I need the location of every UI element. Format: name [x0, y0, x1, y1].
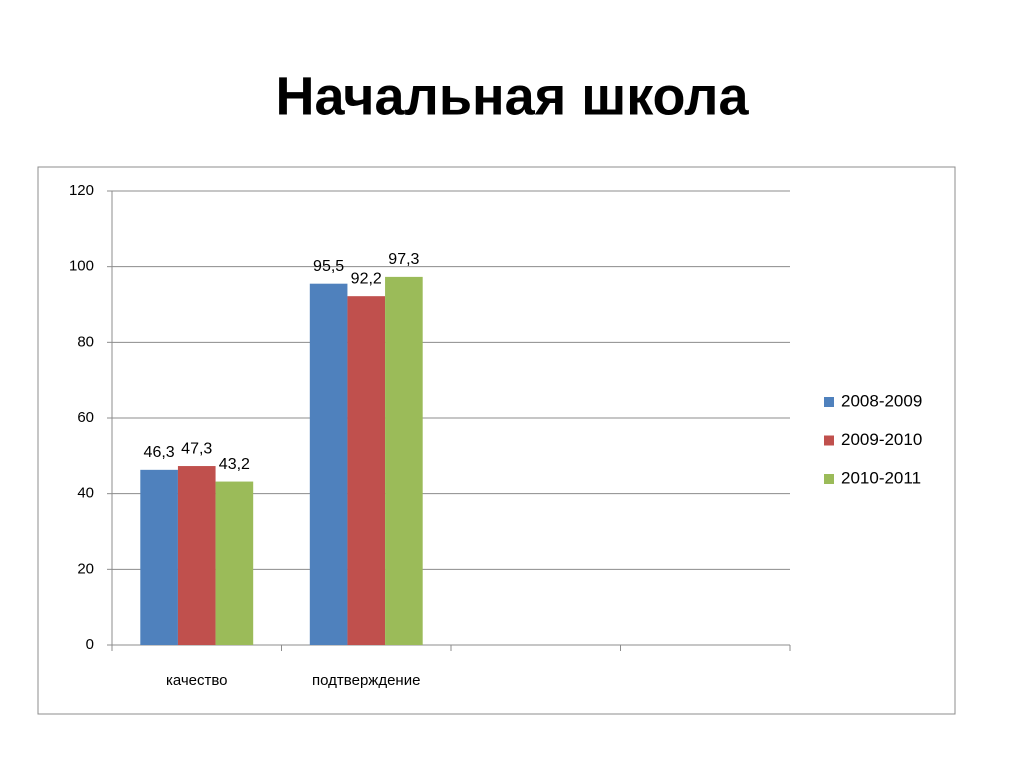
y-tick-label: 20	[77, 560, 94, 577]
y-tick-label: 40	[77, 485, 94, 502]
data-label: 46,3	[144, 444, 175, 461]
legend-swatch	[824, 435, 834, 446]
slide-title: Начальная школа	[275, 66, 749, 126]
x-tick-label: качество	[166, 672, 228, 689]
bar	[309, 283, 348, 645]
data-label: 43,2	[219, 456, 250, 473]
y-tick-label: 80	[77, 333, 94, 350]
legend-label: 2008-2009	[841, 391, 922, 410]
data-label: 92,2	[351, 270, 382, 287]
x-tick-label: подтверждение	[312, 672, 420, 689]
y-tick-label: 0	[86, 636, 94, 653]
legend-label: 2010-2011	[841, 468, 921, 487]
bar	[177, 466, 216, 645]
bar	[140, 469, 178, 645]
data-label: 95,5	[313, 258, 344, 275]
bar	[215, 481, 254, 645]
y-tick-label: 60	[77, 409, 94, 426]
legend-label: 2009-2010	[841, 430, 922, 449]
bar	[385, 276, 423, 645]
y-tick-label: 120	[69, 182, 94, 199]
legend-swatch	[824, 474, 834, 484]
data-label: 47,3	[181, 440, 212, 457]
legend-swatch	[824, 397, 834, 407]
y-tick-label: 100	[69, 258, 94, 275]
bar	[347, 296, 386, 645]
data-label: 97,3	[388, 251, 419, 268]
